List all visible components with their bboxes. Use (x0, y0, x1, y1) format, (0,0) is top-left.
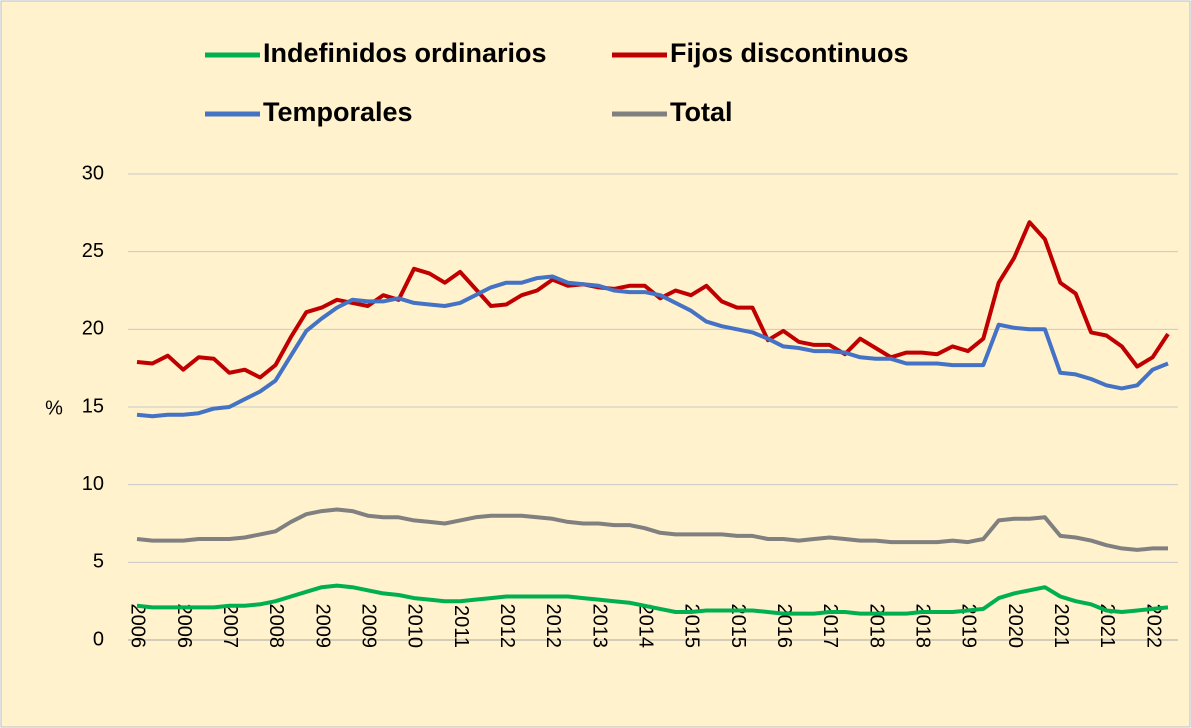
x-tick-label: 2020 (1004, 604, 1026, 649)
x-tick-label: 2006 (173, 604, 195, 649)
x-tick-label: 2007 (219, 604, 241, 649)
y-tick-label: 5 (93, 551, 104, 573)
x-tick-label: 2013 (588, 604, 610, 649)
legend-text: Indefinidos ordinarios (263, 38, 547, 68)
y-tick-label: 30 (82, 162, 104, 184)
x-tick-label: 2014 (635, 604, 657, 649)
data-line (136, 274, 1169, 419)
x-tick-label: 2012 (542, 604, 564, 649)
x-tick-label: 2009 (358, 604, 380, 649)
y-tick-label: 0 (93, 628, 104, 650)
x-tick-label: 2011 (450, 605, 472, 648)
x-tick-label: 2015 (681, 604, 703, 649)
x-tick-label: 2021 (1096, 604, 1118, 649)
x-tick-label: 2009 (311, 604, 333, 649)
y-tick-label: 15 (82, 395, 104, 417)
x-tick-label: 2019 (958, 604, 980, 649)
y-tick-label: 10 (82, 473, 104, 495)
data-line (136, 507, 1168, 552)
legend-text: Temporales (263, 97, 413, 127)
data-line (136, 583, 1169, 616)
legend-text: Fijos discontinuos (670, 38, 909, 68)
x-tick-label: 2018 (912, 604, 934, 649)
x-tick-label: 2017 (819, 604, 841, 649)
x-tick-label: 2008 (265, 604, 287, 649)
y-tick-label: 20 (82, 318, 104, 340)
y-axis-label: % (45, 397, 63, 419)
x-tick-label: 2022 (1142, 604, 1164, 649)
x-tick-label: 2015 (727, 604, 749, 649)
x-tick-label: 2010 (404, 604, 426, 649)
x-tick-label: 2016 (773, 604, 795, 649)
x-tick-label: 2012 (496, 604, 518, 649)
x-tick-label: 2018 (865, 604, 887, 649)
x-tick-label: 2021 (1050, 604, 1072, 649)
x-tick-label: 2006 (127, 604, 149, 649)
legend-text: Total (670, 97, 733, 127)
y-tick-label: 25 (82, 240, 104, 262)
